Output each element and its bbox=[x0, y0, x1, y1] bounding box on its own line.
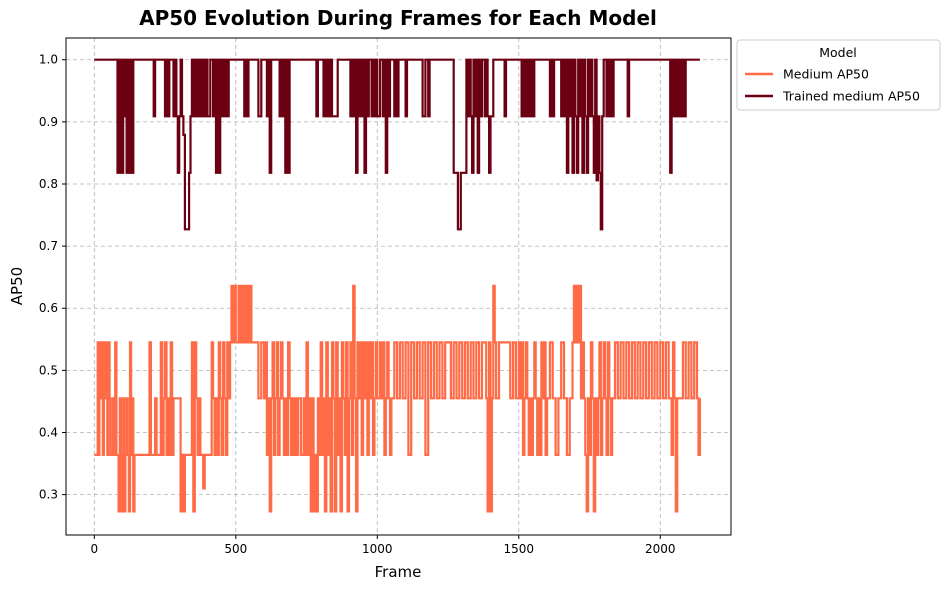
legend: Model Medium AP50 Trained medium AP50 bbox=[736, 39, 941, 111]
x-tick-label: 1000 bbox=[362, 542, 393, 556]
legend-label-medium-ap50: Medium AP50 bbox=[783, 67, 869, 82]
y-tick-label: 0.3 bbox=[39, 488, 58, 502]
series-layer bbox=[94, 58, 701, 513]
y-tick-label: 0.4 bbox=[39, 425, 58, 439]
x-axis-ticks: 0 500 1000 1500 2000 bbox=[90, 535, 676, 556]
y-tick-label: 0.6 bbox=[39, 301, 58, 315]
y-tick-label: 0.5 bbox=[39, 363, 58, 377]
y-tick-label: 1.0 bbox=[39, 53, 58, 67]
y-axis-label: AP50 bbox=[8, 267, 26, 305]
chart-title: AP50 Evolution During Frames for Each Mo… bbox=[139, 6, 657, 30]
series-line-medium-ap50 bbox=[94, 284, 701, 513]
y-tick-label: 0.8 bbox=[39, 177, 58, 191]
legend-box bbox=[736, 39, 941, 111]
legend-title: Model bbox=[819, 45, 857, 60]
series-line-trained-medium-ap50 bbox=[94, 58, 700, 231]
y-tick-label: 0.9 bbox=[39, 115, 58, 129]
x-tick-label: 0 bbox=[90, 542, 98, 556]
x-tick-label: 2000 bbox=[645, 542, 676, 556]
plot-frame bbox=[65, 37, 732, 536]
x-tick-label: 500 bbox=[224, 542, 247, 556]
x-axis-label: Frame bbox=[375, 563, 422, 581]
x-tick-label: 1500 bbox=[503, 542, 534, 556]
legend-label-trained-medium-ap50: Trained medium AP50 bbox=[782, 89, 920, 104]
y-axis-ticks: 0.3 0.4 0.5 0.6 0.7 0.8 0.9 1.0 bbox=[39, 53, 66, 502]
y-tick-label: 0.7 bbox=[39, 239, 58, 253]
